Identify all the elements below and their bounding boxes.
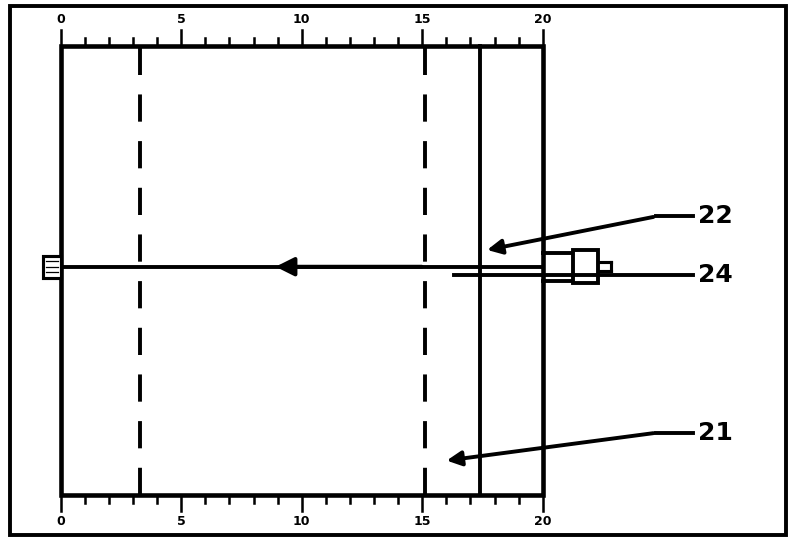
Text: 21: 21 bbox=[698, 421, 733, 445]
Text: 22: 22 bbox=[698, 204, 733, 228]
Text: 10: 10 bbox=[293, 13, 310, 26]
Text: 0: 0 bbox=[57, 13, 65, 26]
Text: 10: 10 bbox=[293, 515, 310, 528]
Text: 20: 20 bbox=[534, 13, 552, 26]
Text: 5: 5 bbox=[177, 13, 185, 26]
Bar bbox=[61, 46, 543, 495]
Text: 20: 20 bbox=[534, 515, 552, 528]
Bar bbox=[43, 256, 61, 278]
Bar bbox=[573, 250, 598, 283]
Text: 15: 15 bbox=[413, 13, 431, 26]
Text: 0: 0 bbox=[57, 515, 65, 528]
Text: 15: 15 bbox=[413, 515, 431, 528]
Text: 5: 5 bbox=[177, 515, 185, 528]
Text: 24: 24 bbox=[698, 263, 733, 287]
